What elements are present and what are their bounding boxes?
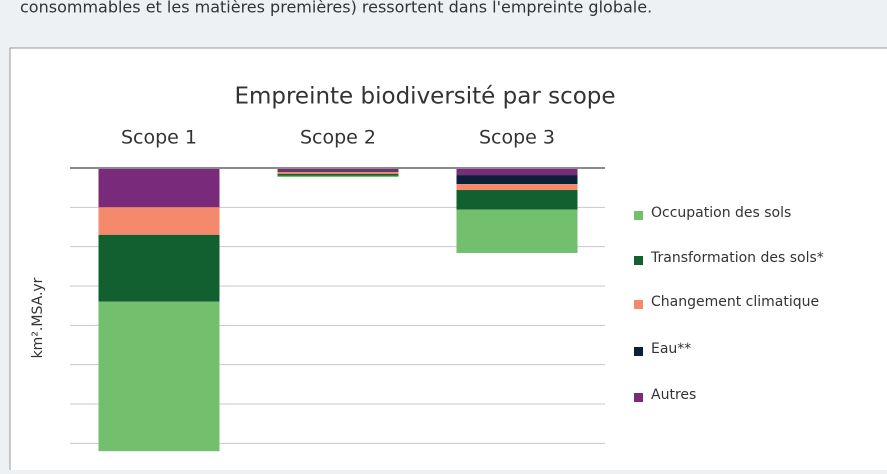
bar-segment bbox=[456, 168, 578, 176]
x-tick-label: Scope 1 bbox=[121, 127, 197, 149]
bar-segment bbox=[277, 171, 399, 174]
bar-segment bbox=[98, 234, 220, 302]
chart-title: Empreinte biodiversité par scope bbox=[234, 84, 615, 110]
bar-segment bbox=[277, 175, 399, 178]
legend-label: Changement climatique bbox=[651, 294, 819, 310]
bar-segment bbox=[277, 171, 399, 172]
y-axis-label: km².MSA.yr bbox=[30, 277, 46, 358]
bar-segment bbox=[98, 168, 220, 208]
legend-label: Autres bbox=[651, 387, 696, 403]
legend-swatch bbox=[634, 300, 643, 309]
intro-text: consommables et les matières premières) … bbox=[20, 0, 652, 17]
bar-segment bbox=[277, 168, 399, 172]
legend-label: Transformation des sols* bbox=[650, 250, 824, 266]
legend-swatch bbox=[634, 256, 643, 265]
bar-segment bbox=[98, 301, 220, 452]
bar-segment bbox=[277, 173, 399, 176]
bar-segment bbox=[456, 175, 578, 185]
legend-label: Eau** bbox=[651, 341, 691, 357]
bar-segment bbox=[456, 190, 578, 210]
legend-swatch bbox=[634, 393, 643, 402]
bar-segment bbox=[98, 207, 220, 235]
legend-swatch bbox=[634, 211, 643, 220]
x-tick-label: Scope 3 bbox=[479, 127, 555, 149]
bar-segment bbox=[456, 209, 578, 253]
legend-swatch bbox=[634, 347, 643, 356]
x-tick-label: Scope 2 bbox=[300, 127, 376, 149]
legend-label: Occupation des sols bbox=[651, 205, 791, 221]
bar-segment bbox=[456, 184, 578, 191]
